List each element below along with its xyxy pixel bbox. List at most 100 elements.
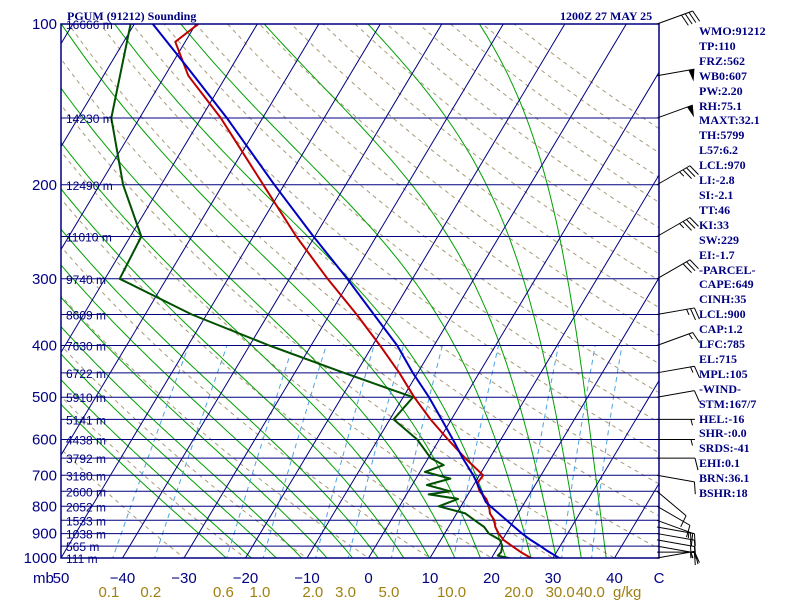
mixing-ratio-line [347, 345, 404, 558]
isotherm [61, 24, 381, 558]
index-item: LI:-2.8 [699, 173, 735, 188]
isotherm [0, 24, 11, 558]
mixing-ratio-label: 0.6 [213, 584, 234, 600]
wind-barb-full [693, 366, 700, 378]
mixing-ratio-line [154, 345, 228, 558]
wind-barb-full [689, 217, 699, 227]
wind-barb-half [687, 531, 690, 539]
mixing-ratio-line [390, 345, 443, 558]
index-item: EI:-1.7 [699, 247, 735, 262]
index-item: STM:167/7 [699, 396, 757, 411]
moist-adiabat [61, 379, 252, 558]
wind-barb-full [682, 263, 692, 274]
dry-adiabat [354, 24, 659, 255]
pressure-unit-label: mb [33, 570, 54, 587]
height-label: 7630 m [66, 340, 106, 354]
pressure-label: 900 [32, 526, 57, 543]
wind-barb [656, 490, 687, 528]
wind-barb [656, 332, 701, 346]
height-label: 565 m [66, 540, 99, 554]
pressure-label: 200 [32, 177, 57, 194]
pressure-label: 600 [32, 432, 57, 449]
wind-barb-full [682, 221, 692, 231]
temperature-profile [174, 24, 536, 558]
wind-barb-full [686, 261, 696, 272]
index-item: WMO:91212 [699, 24, 766, 38]
wind-barbs [656, 10, 701, 566]
isotherm [429, 174, 659, 558]
dry-adiabat [163, 24, 659, 423]
height-label: 1533 m [66, 514, 106, 528]
temperature-tick-label: −10 [294, 570, 319, 587]
wind-barb-half [679, 171, 685, 177]
wind-barb-full [689, 259, 699, 270]
dry-adiabat [99, 24, 659, 485]
wind-barb [656, 259, 699, 280]
isotherm [61, 24, 320, 457]
wind-barb-staff [656, 307, 695, 316]
diagram-frame [60, 23, 660, 559]
index-item: CAP:1.2 [699, 322, 743, 337]
mixing-ratio-label: 10.0 [437, 584, 466, 600]
mixing-ratio-line [315, 345, 375, 558]
wind-barb-staff [656, 68, 695, 77]
wind-barb-staff [656, 104, 693, 119]
temperature-tick-label: −20 [233, 570, 258, 587]
sounding-time: 1200Z 27 MAY 25 [560, 9, 653, 23]
moist-adiabat [61, 228, 379, 558]
wind-barb-full [694, 552, 699, 565]
wind-barb-staff [656, 10, 693, 25]
index-item: FRZ:562 [699, 53, 745, 68]
wind-barb-half [690, 439, 693, 446]
wind-barb [657, 439, 695, 446]
temperature-unit-label: C [654, 570, 665, 587]
pressure-label: 500 [32, 389, 57, 406]
station-title: PGUM (91212) Sounding [67, 9, 197, 23]
moist-adiabat [180, 24, 532, 558]
height-label: 3180 m [66, 469, 106, 483]
wind-barb [656, 545, 696, 566]
mixing-ratio-line [262, 345, 327, 558]
height-label: 11010 m [66, 230, 112, 244]
wind-barb-full [694, 457, 699, 471]
index-item: LCL:900 [699, 307, 746, 322]
height-label: 2052 m [66, 500, 106, 514]
index-item: RH:75.1 [699, 98, 742, 113]
index-item: BSHR:18 [699, 486, 748, 501]
height-label: 1038 m [66, 528, 106, 542]
index-item: MAXT:32.1 [699, 113, 760, 128]
moist-adiabat [61, 353, 278, 558]
height-label: 9740 m [66, 273, 106, 287]
isotherm [61, 24, 258, 354]
wind-barb-full [692, 10, 701, 22]
pressure-label: 800 [32, 498, 57, 515]
wind-barb-full [681, 14, 689, 26]
dry-adiabat [61, 395, 247, 558]
mixing-ratio-label: 2.0 [302, 584, 323, 600]
wind-barb-full [684, 13, 693, 25]
isotherm [61, 24, 197, 251]
temperature-tick-label: 30 [545, 570, 562, 587]
index-item: SI:-2.1 [699, 187, 734, 202]
index-item: WB0:607 [699, 68, 747, 83]
wind-barb-full [690, 533, 694, 546]
wind-barb [656, 104, 694, 119]
wind-barb-staff [656, 505, 691, 526]
dry-adiabat [61, 150, 554, 558]
plot-frame [60, 23, 660, 559]
dry-adiabat [68, 24, 659, 517]
index-item: KI:33 [699, 217, 729, 232]
wind-barb [656, 165, 699, 186]
index-item: HEL:-16 [699, 411, 745, 426]
dry-adiabat [61, 245, 431, 558]
wind-barb-full [686, 525, 691, 538]
wind-barb [657, 457, 699, 471]
height-label: 2600 m [66, 485, 106, 499]
height-label: 111 m [66, 552, 98, 566]
temperature-tick-label: 40 [606, 570, 623, 587]
mixing-ratio-label: 1.0 [250, 584, 271, 600]
mixing-ratio-label: 5.0 [378, 584, 399, 600]
mixing-ratio-label: 30.0 [546, 584, 575, 600]
